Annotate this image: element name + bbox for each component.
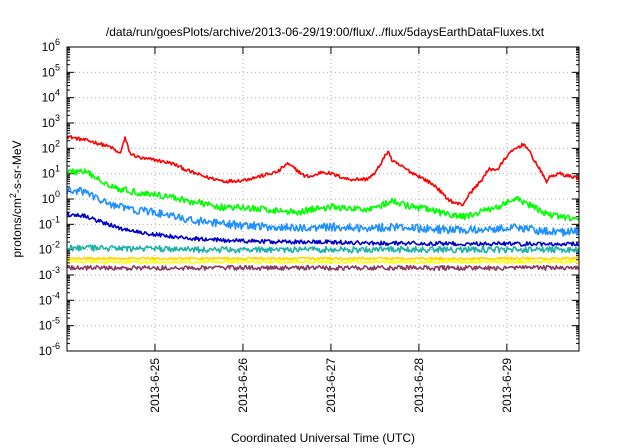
y-tick-label: 100 (42, 189, 60, 206)
y-tick-label: 104 (42, 88, 60, 105)
data-series (66, 134, 580, 272)
y-tick-label: 10-1 (39, 214, 60, 231)
plot-frame (66, 46, 580, 352)
series-line-6 (66, 256, 580, 261)
y-tick-labels: 10-6 10-5 10-4 10-3 10-2 10-1 100 101 102 103 104 1… (39, 37, 60, 358)
y-axis-label: protons/cm2-s-sr-MeV (8, 140, 24, 257)
y-tick-label: 105 (42, 62, 60, 79)
y-tick-label: 10-2 (39, 240, 60, 257)
y-tick-label: 103 (42, 113, 60, 130)
series-line-4 (66, 212, 580, 247)
series-line-8 (66, 264, 580, 272)
x-tick-labels: 2013-6-25 2013-6-26 2013-6-27 2013-6-28 2013… (148, 358, 514, 413)
x-axis-label: Coordinated Universal Time (UTC) (231, 431, 415, 445)
series-line-3 (66, 186, 580, 237)
x-tick-label: 2013-6-27 (324, 358, 338, 413)
y-tick-label: 101 (42, 164, 60, 181)
y-tick-label: 102 (42, 138, 60, 155)
y-tick-label: 10-3 (39, 265, 60, 282)
series-line-7 (66, 259, 579, 264)
y-tick-label: 10-4 (39, 290, 60, 307)
x-tick-label: 2013-6-26 (236, 358, 250, 413)
series-line-1 (66, 134, 580, 207)
x-tick-label: 2013-6-29 (500, 358, 514, 413)
x-tick-label: 2013-6-25 (148, 358, 162, 413)
series-line-5 (66, 244, 580, 254)
y-tick-label: 10-5 (39, 316, 60, 333)
x-tick-label: 2013-6-28 (412, 358, 426, 413)
chart-title: /data/run/goesPlots/archive/2013-06-29/1… (106, 25, 545, 39)
y-tick-label: 106 (42, 37, 60, 54)
series-line-2 (66, 168, 580, 222)
y-tick-label: 10-6 (39, 341, 60, 358)
